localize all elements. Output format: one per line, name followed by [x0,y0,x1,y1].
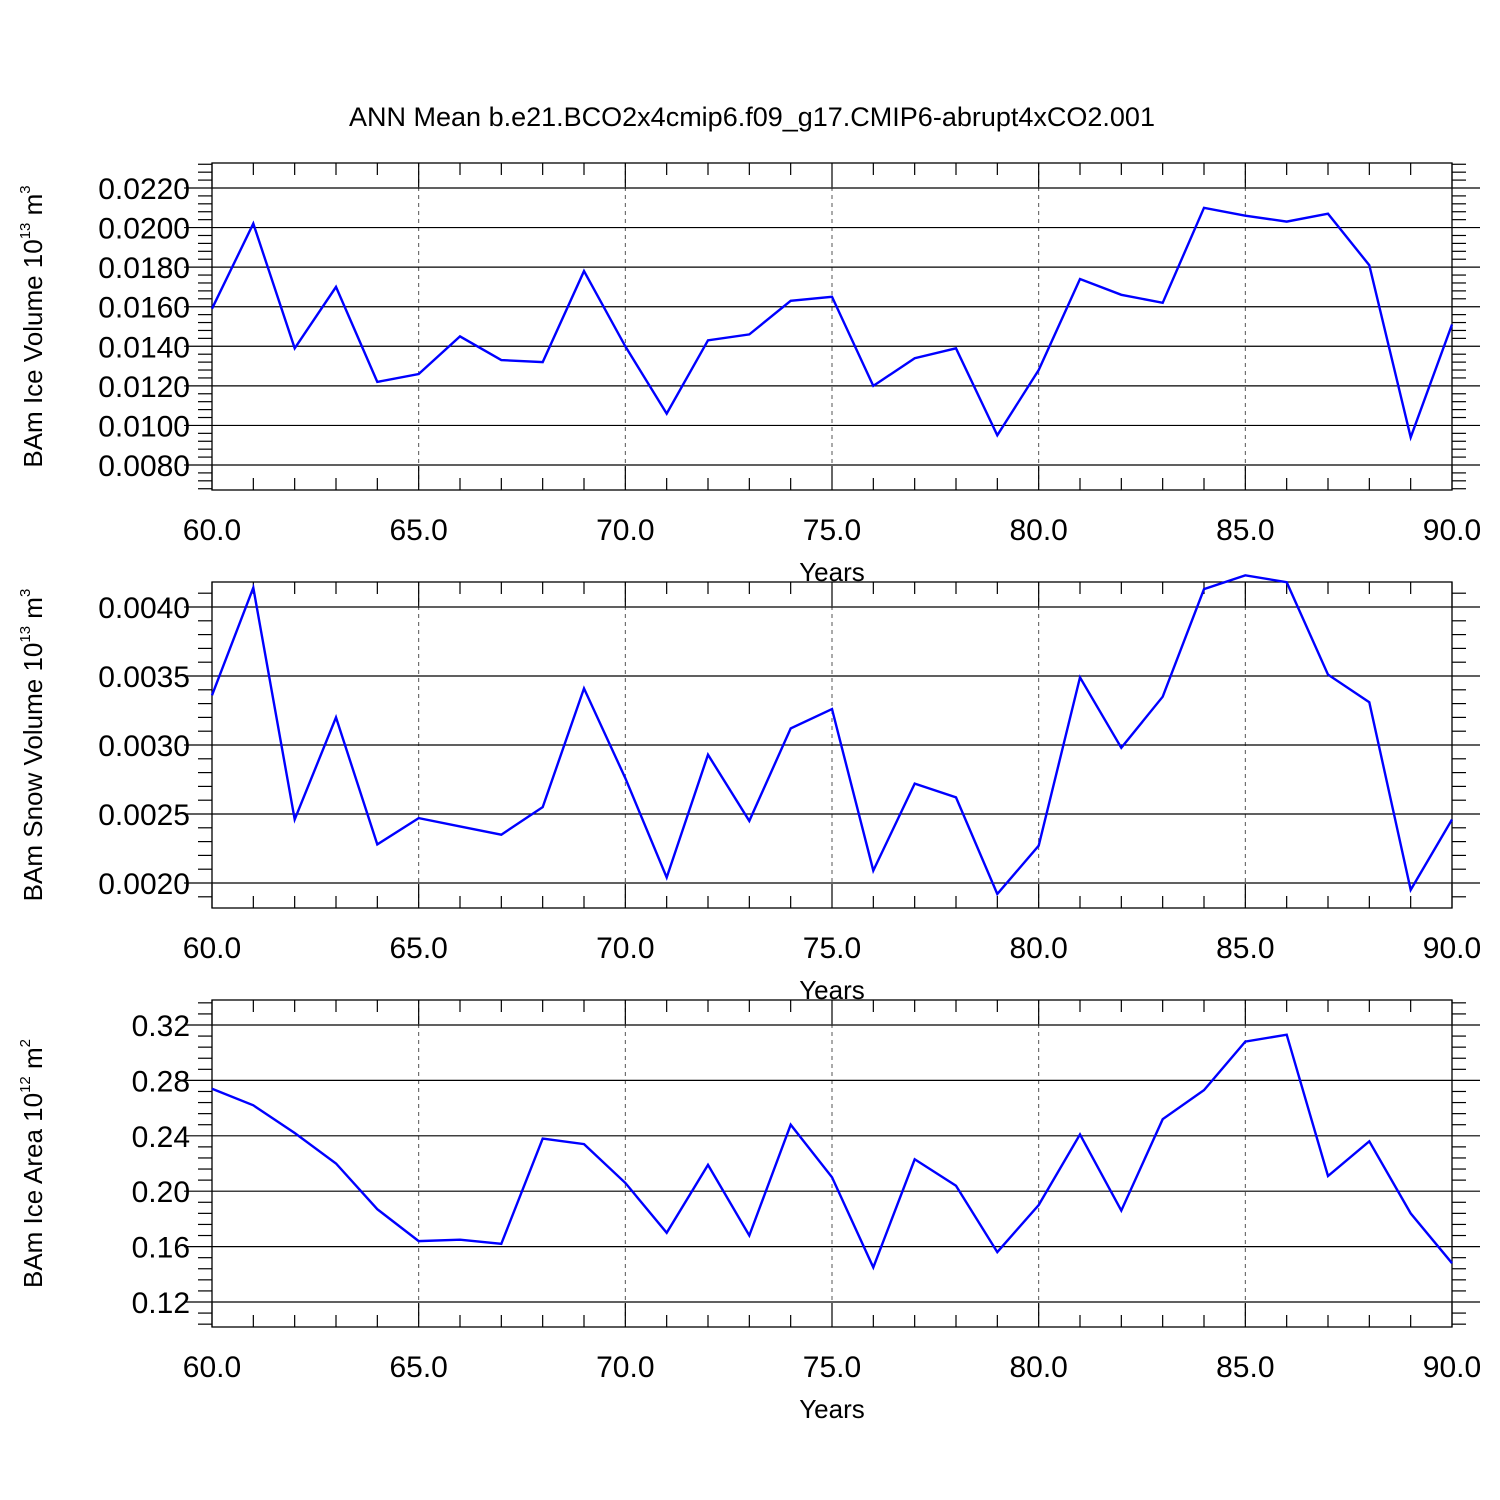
panel-snow-volume: 0.0020 0.0025 0.0030 0.0035 0.0040 60.0 65.0 70… [17,574,1481,1005]
y-tick-label: 0.0020 [98,868,190,901]
x-tick-label: 80.0 [1009,1351,1067,1384]
x-tick-label: 75.0 [803,514,861,547]
x-tick-label: 75.0 [803,1351,861,1384]
x-tick-label: 70.0 [596,932,654,965]
y-tick-label: 0.12 [132,1287,190,1320]
panel-ice-volume: 0.0080 0.0100 0.0120 0.0140 0.0160 0.0180 0.02… [17,162,1481,587]
y-tick-label: 0.0030 [98,730,190,763]
x-tick-label: 85.0 [1216,514,1274,547]
y-tick-label: 0.0040 [98,592,190,625]
x-tick-label: 85.0 [1216,932,1274,965]
series-line [211,1033,1453,1271]
x-tick-label: 60.0 [183,514,241,547]
y-tick-label: 0.0100 [98,410,190,443]
x-tick-label: 80.0 [1009,514,1067,547]
y-tick-label: 0.0200 [98,213,190,246]
y-tick-label: 0.0160 [98,292,190,325]
plot-frame [211,581,1453,909]
y-tick-label: 0.24 [132,1121,190,1154]
y-axis-label: BAm Snow Volume 1013 m3 [17,589,48,902]
y-tick-label: 0.32 [132,1010,190,1043]
x-tick-label: 80.0 [1009,932,1067,965]
x-tick-label: 85.0 [1216,1351,1274,1384]
x-tick-label: 90.0 [1423,514,1481,547]
series-line [210,574,1454,897]
y-tick-label: 0.20 [132,1176,190,1209]
x-tick-label: 90.0 [1423,932,1481,965]
y-tick-label: 0.0080 [98,450,190,483]
x-tick-label: 90.0 [1423,1351,1481,1384]
plot-frame [211,999,1453,1328]
y-tick-label: 0.0220 [98,173,190,206]
y-tick-label: 0.0180 [98,252,190,285]
x-tick-label: 70.0 [596,514,654,547]
y-axis-label: BAm Ice Area 1012 m2 [17,1039,48,1288]
y-tick-label: 0.0025 [98,799,190,832]
x-tick-label: 60.0 [183,932,241,965]
y-tick-label: 0.16 [132,1232,190,1265]
x-tick-label: 60.0 [183,1351,241,1384]
figure-title: ANN Mean b.e21.BCO2x4cmip6.f09_g17.CMIP6… [349,102,1155,132]
y-tick-label: 0.0120 [98,371,190,404]
x-tick-label: 65.0 [389,514,447,547]
y-tick-label: 0.0035 [98,661,190,694]
x-tick-label: 65.0 [389,932,447,965]
panel-ice-area: 0.12 0.16 0.20 0.24 0.28 0.32 60.0 65.0 70.0 75.0… [17,999,1481,1424]
x-tick-label: 65.0 [389,1351,447,1384]
y-axis-label: BAm Ice Volume 1013 m3 [17,185,48,467]
x-tick-label: 70.0 [596,1351,654,1384]
series-line [210,206,1454,442]
x-tick-label: 75.0 [803,932,861,965]
y-tick-label: 0.28 [132,1065,190,1098]
x-axis-label: Years [799,1394,865,1424]
y-tick-label: 0.0140 [98,331,190,364]
